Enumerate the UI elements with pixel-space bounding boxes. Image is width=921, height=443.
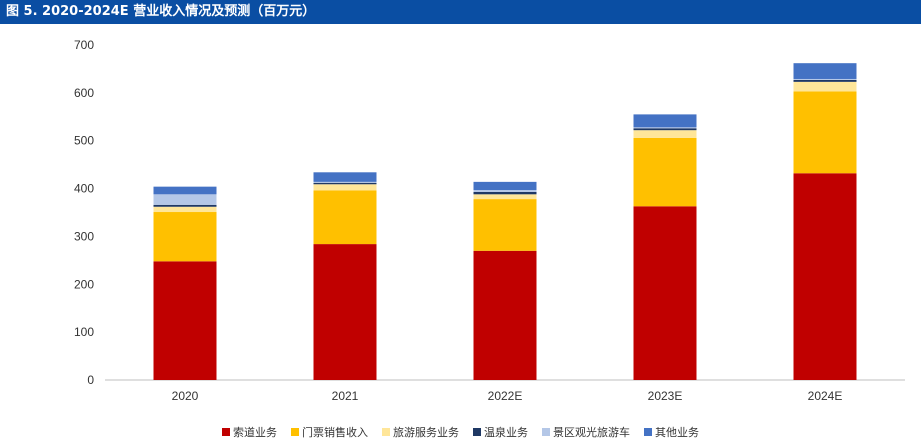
bar-segment-2022E-0 [473, 250, 537, 380]
legend-swatch [644, 428, 652, 436]
legend-swatch [222, 428, 230, 436]
x-tick-label: 2022E [488, 389, 523, 403]
legend-label: 旅游服务业务 [393, 426, 459, 439]
bar-segment-2022E-3 [473, 191, 537, 195]
bar-segment-2023E-4 [633, 127, 697, 129]
bar-segment-2020-3 [153, 204, 217, 207]
y-tick-label: 700 [74, 38, 94, 52]
bar-segment-2020-0 [153, 261, 217, 380]
y-tick-label: 200 [74, 277, 94, 291]
legend-swatch [382, 428, 390, 436]
legend-item: 门票销售收入 [291, 424, 368, 440]
bar-segment-2024E-0 [793, 173, 857, 380]
bar-segment-2023E-5 [633, 114, 697, 128]
bar-segment-2023E-0 [633, 206, 697, 380]
chart-title: 图 5. 2020-2024E 营业收入情况及预测（百万元） [0, 0, 921, 24]
legend-item: 温泉业务 [473, 424, 528, 440]
legend-swatch [473, 428, 481, 436]
legend-item: 索道业务 [222, 424, 277, 440]
y-tick-label: 0 [87, 373, 94, 387]
legend-label: 景区观光旅游车 [553, 426, 630, 439]
legend-item: 旅游服务业务 [382, 424, 459, 440]
legend-item: 景区观光旅游车 [542, 424, 630, 440]
bar-segment-2022E-1 [473, 199, 537, 251]
stacked-bar-chart: 0 100 200 300 400 500 600 700 2020 2021 2022E 2023E… [74, 38, 905, 403]
legend-swatch [291, 428, 299, 436]
bar-segment-2020-1 [153, 212, 217, 262]
legend: 索道业务 门票销售收入 旅游服务业务 温泉业务 景区观光旅游车 其他业务 [0, 422, 921, 442]
bar-segment-2023E-2 [633, 130, 697, 138]
bar-segment-2021-1 [313, 190, 377, 245]
x-tick-label: 2024E [808, 389, 843, 403]
legend-label: 索道业务 [233, 426, 277, 439]
legend-swatch [542, 428, 550, 436]
bar-segment-2022E-5 [473, 181, 537, 191]
bar-segment-2020-5 [153, 186, 217, 195]
bar-segment-2021-3 [313, 182, 377, 185]
x-tick-label: 2023E [648, 389, 683, 403]
y-tick-label: 100 [74, 325, 94, 339]
y-tick-label: 300 [74, 229, 94, 243]
y-tick-label: 500 [74, 134, 94, 148]
x-tick-label: 2021 [332, 389, 359, 403]
y-tick-label: 400 [74, 182, 94, 196]
bar-segment-2024E-4 [793, 78, 857, 80]
bar-segment-2022E-2 [473, 194, 537, 200]
bar-segment-2024E-2 [793, 81, 857, 92]
bar-segment-2022E-4 [473, 190, 537, 192]
bar-segment-2024E-1 [793, 91, 857, 174]
bar-segment-2021-5 [313, 172, 377, 182]
legend-label: 其他业务 [655, 426, 699, 439]
bar-segment-2024E-3 [793, 79, 857, 82]
x-tick-label: 2020 [172, 389, 199, 403]
legend-label: 门票销售收入 [302, 426, 368, 439]
bar-segment-2021-2 [313, 184, 377, 191]
bar-segment-2021-0 [313, 244, 377, 380]
bar-segment-2023E-1 [633, 137, 697, 207]
bar-segment-2024E-5 [793, 63, 857, 79]
legend-item: 其他业务 [644, 424, 699, 440]
bar-segment-2020-2 [153, 206, 217, 213]
legend-label: 温泉业务 [484, 426, 528, 439]
bar-segment-2020-4 [153, 194, 217, 205]
bar-segment-2021-4 [313, 181, 377, 183]
y-tick-label: 600 [74, 86, 94, 100]
bar-segment-2023E-3 [633, 128, 697, 131]
